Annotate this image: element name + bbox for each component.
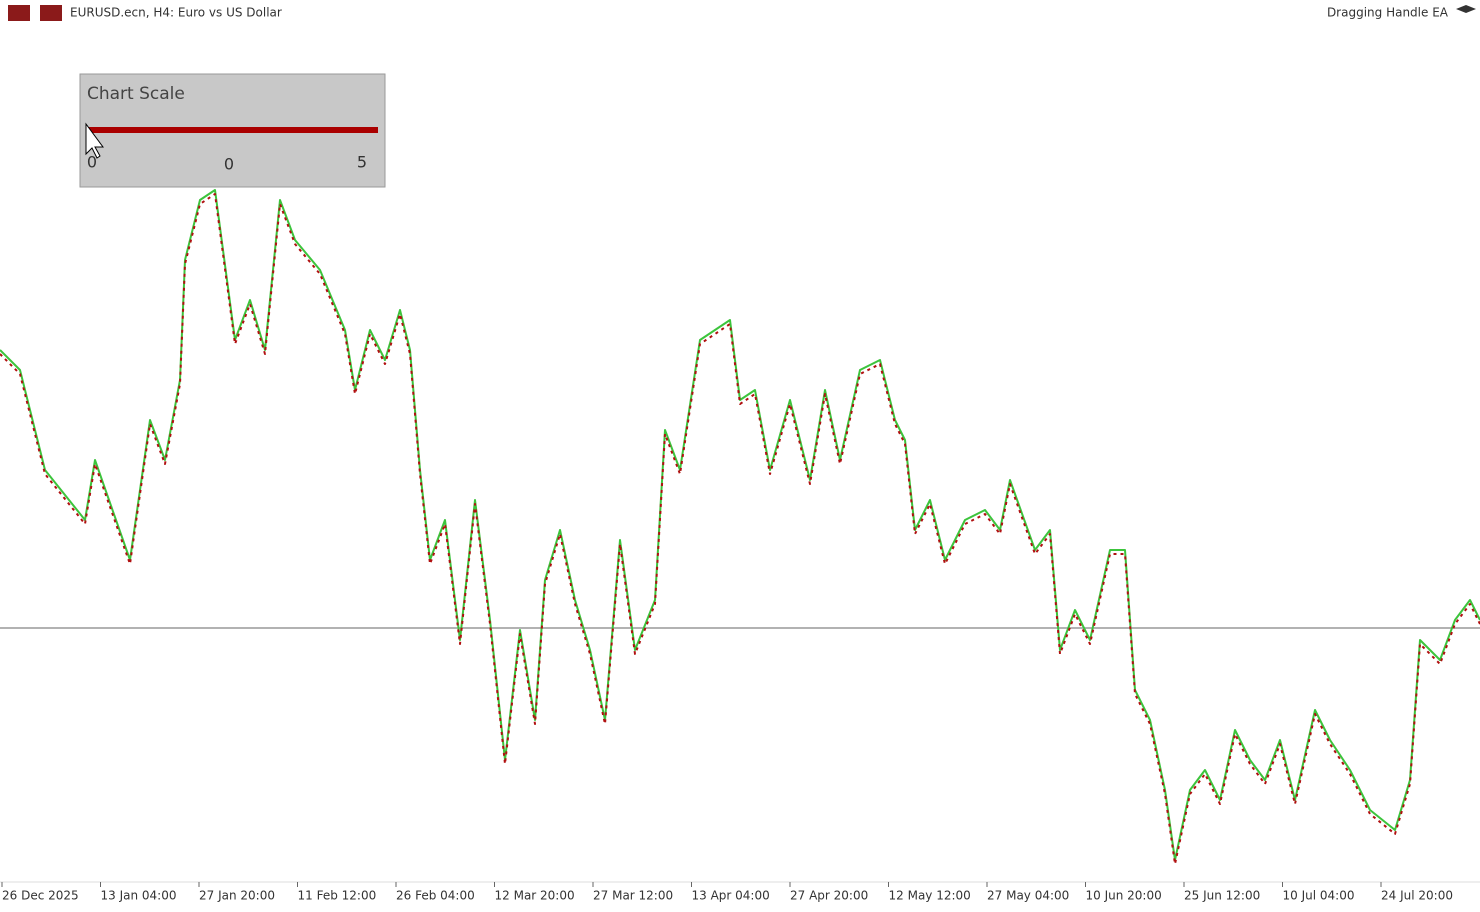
chart-icon bbox=[40, 5, 62, 21]
slider-track[interactable] bbox=[87, 127, 378, 133]
x-tick-label: 12 May 12:00 bbox=[889, 889, 971, 903]
price-trace bbox=[0, 189, 1480, 865]
expert-name: Dragging Handle EA bbox=[1327, 6, 1449, 20]
expert-icon[interactable] bbox=[1456, 5, 1476, 13]
x-tick-label: 27 Mar 12:00 bbox=[593, 889, 673, 903]
x-axis-labels: 26 Dec 2025 13 Jan 04:00 27 Jan 20:00 11 Fe… bbox=[1, 882, 1453, 903]
x-tick-label: 10 Jul 04:00 bbox=[1283, 889, 1355, 903]
slider-min: 0 bbox=[87, 153, 97, 172]
x-tick-label: 24 Jul 20:00 bbox=[1381, 889, 1453, 903]
x-tick-label: 26 Feb 04:00 bbox=[396, 889, 475, 903]
x-tick-label: 27 Apr 20:00 bbox=[790, 889, 868, 903]
panel-title: Chart Scale bbox=[87, 84, 185, 104]
slider-value: 0 bbox=[224, 155, 234, 174]
x-tick-label: 26 Dec 2025 bbox=[2, 889, 79, 903]
x-tick-label: 13 Jan 04:00 bbox=[101, 889, 177, 903]
symbol-title: EURUSD.ecn, H4: Euro vs US Dollar bbox=[70, 6, 282, 20]
x-tick-label: 11 Feb 12:00 bbox=[298, 889, 377, 903]
x-tick-label: 13 Apr 04:00 bbox=[692, 889, 770, 903]
x-tick-label: 27 May 04:00 bbox=[987, 889, 1069, 903]
x-tick-label: 12 Mar 20:00 bbox=[495, 889, 575, 903]
mouse-cursor bbox=[85, 122, 104, 159]
x-tick-label: 25 Jun 12:00 bbox=[1184, 889, 1260, 903]
app-icon bbox=[8, 5, 30, 21]
x-tick-label: 27 Jan 20:00 bbox=[199, 889, 275, 903]
price-trace-down bbox=[0, 193, 1480, 865]
slider-max: 5 bbox=[357, 153, 367, 172]
x-tick-label: 10 Jun 20:00 bbox=[1086, 889, 1162, 903]
